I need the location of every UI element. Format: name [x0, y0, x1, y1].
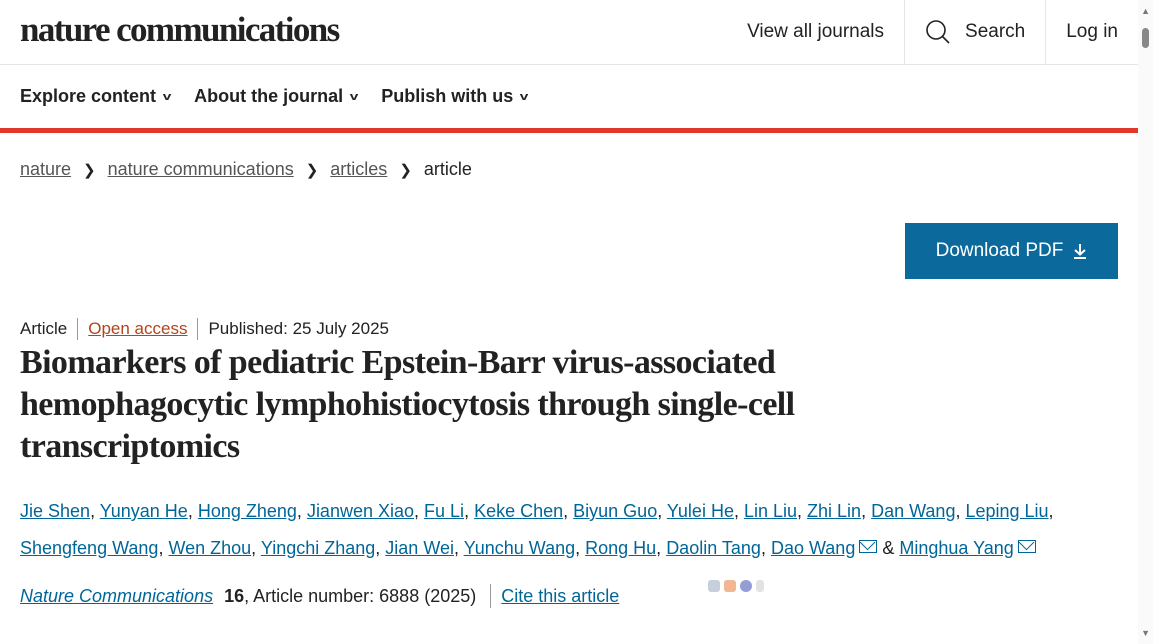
- author-link[interactable]: Jianwen Xiao: [306, 501, 415, 521]
- published-date: Published: 25 July 2025: [208, 319, 389, 338]
- article-number: , Article number: 6888 (2025): [244, 585, 477, 606]
- divider: [197, 318, 199, 340]
- chevron-right-icon: ❯: [83, 161, 96, 179]
- download-pdf-label: Download PDF: [935, 240, 1064, 261]
- author-link[interactable]: Fu Li: [424, 501, 465, 521]
- author-link[interactable]: Yingchi Zhang: [260, 538, 376, 558]
- author-link[interactable]: Dan Wang: [871, 501, 956, 521]
- breadcrumb-nature-communications[interactable]: nature communications: [107, 159, 294, 179]
- open-access-link[interactable]: Open access: [88, 319, 188, 338]
- author-link[interactable]: Lin Liu: [743, 501, 798, 521]
- journal-link[interactable]: Nature Communications: [20, 585, 214, 606]
- extension-icon[interactable]: [724, 580, 736, 592]
- article-title: Biomarkers of pediatric Epstein-Barr vir…: [20, 344, 795, 465]
- email-icon[interactable]: [1017, 540, 1036, 553]
- divider: [77, 318, 79, 340]
- author-link[interactable]: Shengfeng Wang: [20, 538, 159, 558]
- nav-label: Publish with us: [381, 86, 514, 106]
- chevron-right-icon: ❯: [399, 161, 412, 179]
- breadcrumb: nature ❯ nature communications ❯ articles ❯…: [20, 159, 472, 180]
- author-link[interactable]: Rong Hu: [585, 538, 657, 558]
- author-link[interactable]: Yulei He: [666, 501, 734, 521]
- chevron-down-icon: v: [162, 90, 172, 103]
- author-link[interactable]: Biyun Guo: [573, 501, 658, 521]
- breadcrumb-current: article: [423, 159, 472, 179]
- search-button[interactable]: Search: [904, 0, 1045, 64]
- author-link[interactable]: Minghua Yang: [899, 538, 1014, 558]
- chevron-right-icon: ❯: [305, 161, 319, 179]
- scrollbar[interactable]: ▲ ▼: [1138, 0, 1153, 644]
- nav-about-journal[interactable]: About the journal v: [194, 86, 359, 107]
- view-all-journals-link[interactable]: View all journals: [747, 21, 885, 42]
- nav-label: About the journal: [194, 86, 344, 106]
- help-icon[interactable]: [740, 580, 752, 592]
- scroll-up-icon[interactable]: ▲: [1141, 6, 1150, 16]
- author-list: Jie Shen, Yunyan He, Hong Zheng, Jianwen…: [20, 501, 1054, 558]
- author-link[interactable]: Jian Wei: [385, 538, 454, 558]
- divider: [490, 584, 492, 608]
- author-link[interactable]: Hong Zheng: [197, 501, 297, 521]
- article-meta: Article Open access Published: 25 July 2…: [20, 318, 389, 340]
- volume: 16: [224, 585, 245, 606]
- journal-logo[interactable]: nature communications: [20, 10, 340, 49]
- author-link[interactable]: Wen Zhou: [168, 538, 252, 558]
- extension-icon[interactable]: [756, 580, 764, 592]
- breadcrumb-articles[interactable]: articles: [330, 159, 388, 179]
- main-nav: Explore content v About the journal v Publ…: [0, 65, 1138, 128]
- breadcrumb-nature[interactable]: nature: [20, 159, 72, 179]
- author-link[interactable]: Zhi Lin: [807, 501, 862, 521]
- author-link[interactable]: Dao Wang: [770, 538, 856, 558]
- author-link[interactable]: Yunchu Wang: [463, 538, 576, 558]
- author-link[interactable]: Daolin Tang: [666, 538, 761, 558]
- scroll-down-icon[interactable]: ▼: [1141, 628, 1150, 638]
- extension-icons: [708, 580, 764, 592]
- authors-and: &: [882, 538, 895, 558]
- site-header: nature communications View all journals …: [0, 0, 1138, 65]
- chevron-down-icon: v: [349, 90, 359, 103]
- cite-this-article-link[interactable]: Cite this article: [501, 585, 620, 606]
- citation: Nature Communications 16 , Article numbe…: [20, 584, 619, 608]
- accent-bar: [0, 128, 1138, 133]
- search-icon: [926, 20, 950, 44]
- extension-icon[interactable]: [708, 580, 720, 592]
- download-pdf-button[interactable]: Download PDF: [905, 223, 1118, 279]
- download-icon: [1074, 244, 1087, 259]
- author-link[interactable]: Jie Shen: [20, 501, 91, 521]
- email-icon[interactable]: [859, 540, 878, 553]
- author-link[interactable]: Leping Liu: [965, 501, 1049, 521]
- login-link[interactable]: Log in: [1045, 0, 1138, 64]
- scrollbar-thumb[interactable]: [1142, 28, 1149, 48]
- nav-label: Explore content: [20, 86, 157, 106]
- author-link[interactable]: Keke Chen: [474, 501, 564, 521]
- nav-explore-content[interactable]: Explore content v: [20, 86, 172, 107]
- search-label: Search: [965, 21, 1026, 42]
- article-type: Article: [20, 319, 68, 338]
- nav-publish[interactable]: Publish with us v: [381, 86, 529, 107]
- chevron-down-icon: v: [520, 90, 529, 103]
- author-link[interactable]: Yunyan He: [99, 501, 188, 521]
